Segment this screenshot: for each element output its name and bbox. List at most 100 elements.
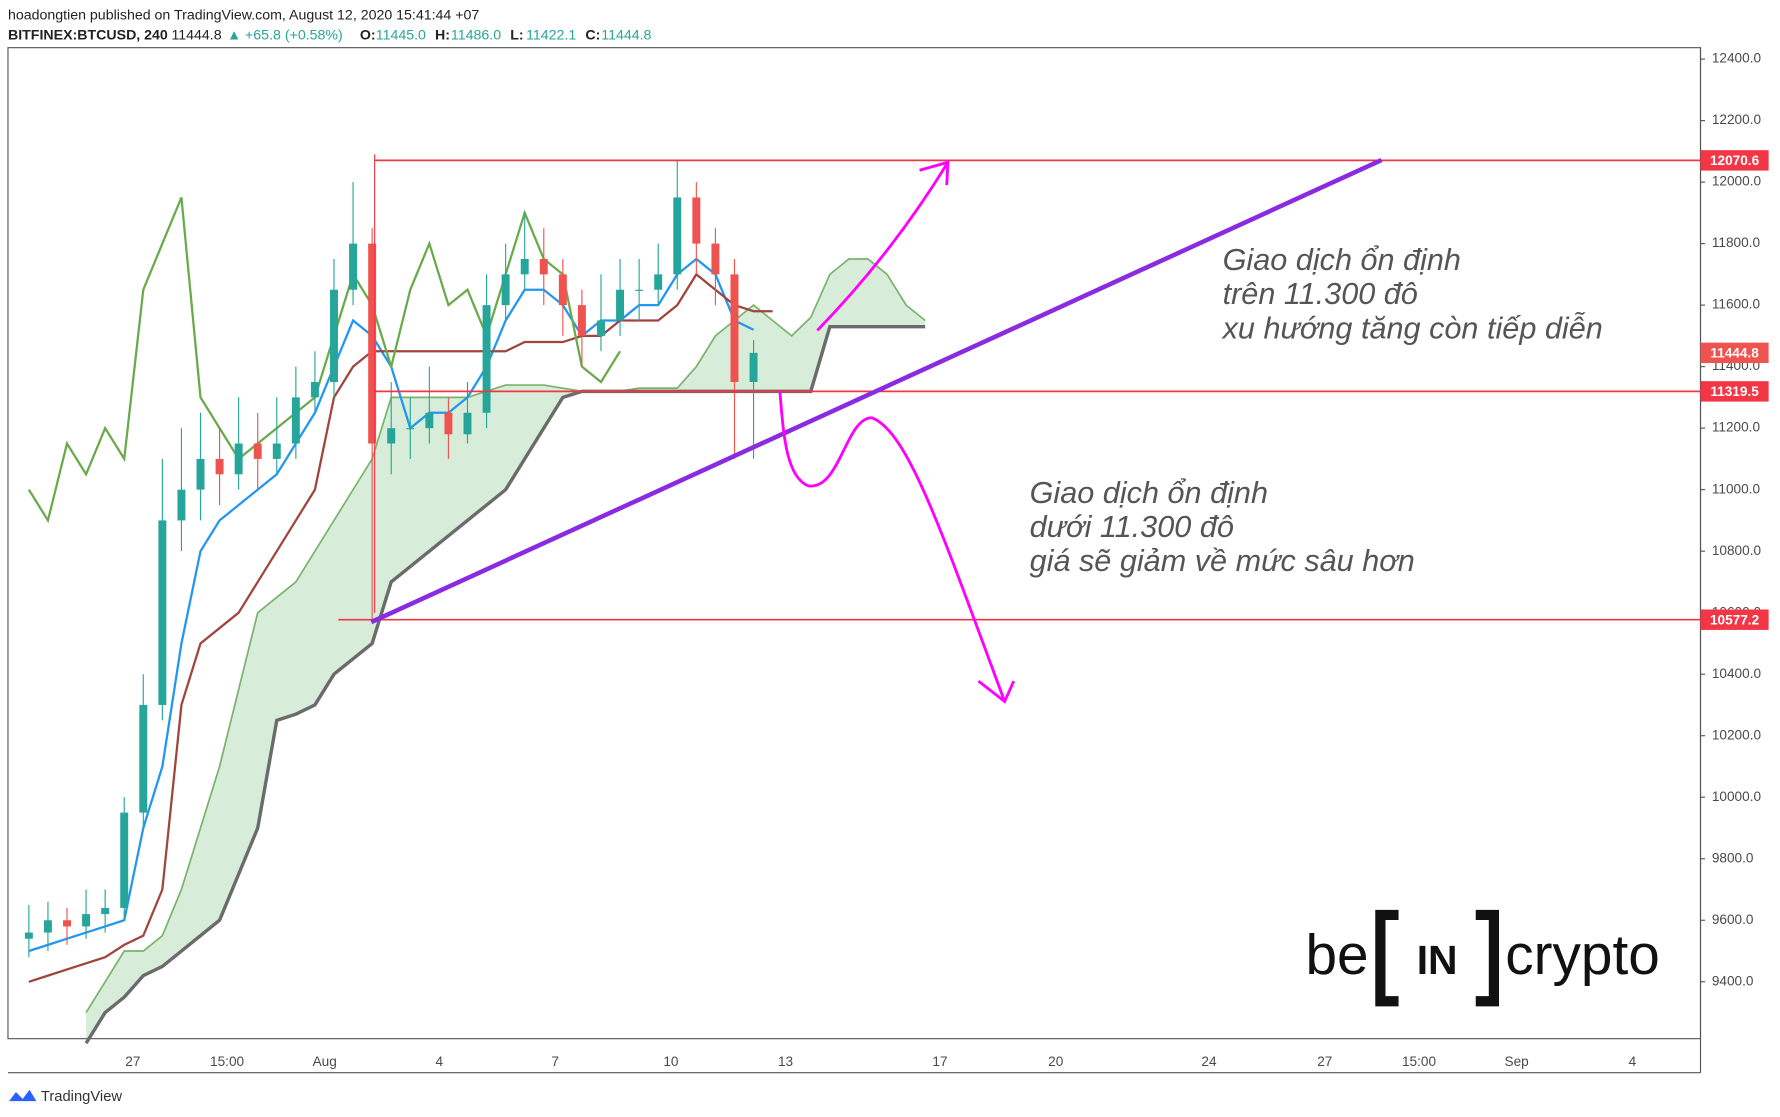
candle-body: [234, 443, 243, 475]
candle-body: [101, 907, 110, 915]
note-above: trên 11.300 đô: [1223, 277, 1418, 311]
time-axis: 27 15:00 Aug 4 7 10 13 17 20 24 27 15:00 Sep 4: [125, 1054, 1636, 1069]
candle-body: [501, 274, 510, 306]
price-tag-label: 10577.2: [1710, 612, 1760, 627]
price-tag-label: 11444.8: [1710, 346, 1759, 361]
ohlc-label: H:: [435, 28, 450, 44]
candle-body: [749, 352, 758, 383]
ohlc-value: 11444.8: [601, 28, 651, 44]
header-line1: hoadongtien published on TradingView.com…: [8, 7, 479, 23]
ohlc-label: O:: [360, 28, 376, 44]
candle-body: [387, 428, 396, 444]
down-arrow: [778, 391, 1016, 704]
candle-body: [330, 289, 338, 383]
x-tick-label: 4: [1629, 1054, 1637, 1069]
x-tick-label: 27: [125, 1054, 140, 1069]
indicator-line: [28, 272, 773, 983]
logo: be IN crypto: [1305, 909, 1660, 1007]
indicator-lines: [27, 197, 773, 983]
y-tick-label: 12000.0: [1712, 174, 1762, 189]
header-price: 11444.8: [171, 28, 221, 44]
candle-body: [406, 428, 415, 430]
candle-body: [291, 397, 300, 444]
candle-body: [730, 274, 739, 383]
note-above: Giao dịch ổn định: [1223, 243, 1461, 277]
candle-body: [558, 274, 567, 306]
y-tick-label: 10800.0: [1712, 543, 1762, 558]
y-tick-label: 12200.0: [1712, 112, 1762, 127]
candle-body: [616, 289, 625, 321]
footer-brand: TradingView: [41, 1089, 123, 1105]
candle-body: [635, 289, 644, 291]
candle-body: [310, 382, 319, 398]
y-tick-label: 9600.0: [1712, 912, 1754, 927]
x-tick-label: 27: [1317, 1054, 1332, 1069]
x-tick-label: 7: [551, 1054, 559, 1069]
y-tick-label: 12400.0: [1712, 51, 1762, 66]
x-tick-label: Sep: [1505, 1054, 1529, 1069]
price-tag: [1700, 150, 1769, 171]
y-tick-label: 10400.0: [1712, 666, 1762, 681]
logo-bracket-right: [1475, 909, 1500, 1007]
candle-body: [577, 305, 586, 336]
candle-body: [654, 274, 663, 290]
price-tag: [1700, 342, 1769, 364]
logo-in: IN: [1417, 937, 1458, 983]
trend-line: [370, 157, 1383, 625]
cloud-span-a: [85, 258, 926, 1013]
x-tick-label: 15:00: [1402, 1054, 1436, 1069]
logo-crypto: crypto: [1505, 924, 1660, 987]
y-tick-label: 11600.0: [1712, 297, 1761, 312]
candle-body: [463, 412, 472, 435]
up-arrow: [816, 160, 950, 332]
candle-body: [177, 489, 186, 521]
candle-body: [444, 412, 453, 435]
candle-body: [63, 920, 71, 927]
candle-body: [711, 243, 720, 275]
candle-body: [673, 197, 682, 275]
candle-body: [158, 520, 167, 705]
candle-body: [349, 243, 358, 290]
footer-icon: [9, 1089, 37, 1102]
candle-body: [597, 320, 605, 336]
y-tick-label: 9400.0: [1712, 973, 1754, 988]
price-tag: [1700, 609, 1769, 630]
candle-body: [272, 443, 281, 459]
ohlc-label: L:: [510, 28, 523, 44]
ohlc-value: 11486.0: [451, 28, 501, 44]
logo-be: be: [1305, 924, 1368, 987]
header-ohlc: O: 11445.0 H: 11486.0 L: 11422.1 C: 11444.8: [360, 28, 652, 44]
note-below: dưới 11.300 đô: [1030, 510, 1234, 544]
candle-body: [425, 412, 434, 429]
x-tick-label: 24: [1201, 1054, 1217, 1069]
y-tick-label: 11000.0: [1712, 481, 1761, 496]
y-tick-label: 9800.0: [1712, 850, 1754, 865]
candle-body: [24, 932, 33, 939]
header-symbol: BITFINEX:BTCUSD, 240: [8, 28, 168, 44]
levels: [338, 159, 1701, 621]
note-above: xu hướng tăng còn tiếp diễn: [1221, 310, 1603, 345]
candle-body: [520, 258, 529, 275]
cloud-fill: [86, 258, 926, 1044]
candle-body: [196, 458, 205, 490]
x-tick-label: 15:00: [210, 1054, 244, 1069]
candle-body: [120, 812, 129, 908]
logo-bracket-left: [1375, 909, 1399, 1007]
ohlc-value: 11445.0: [376, 28, 426, 44]
x-tick-label: 10: [663, 1054, 679, 1069]
x-tick-label: 20: [1048, 1054, 1064, 1069]
candles: [24, 160, 758, 958]
x-tick-label: 17: [932, 1054, 947, 1069]
ohlc-label: C:: [585, 28, 600, 44]
candle-body: [253, 443, 262, 459]
y-tick-label: 11800.0: [1712, 235, 1761, 250]
price-tag-label: 11319.5: [1710, 384, 1759, 399]
candle-body: [139, 704, 148, 813]
indicator-line: [27, 197, 622, 524]
x-tick-label: 13: [778, 1054, 793, 1069]
candle-body: [215, 458, 224, 475]
